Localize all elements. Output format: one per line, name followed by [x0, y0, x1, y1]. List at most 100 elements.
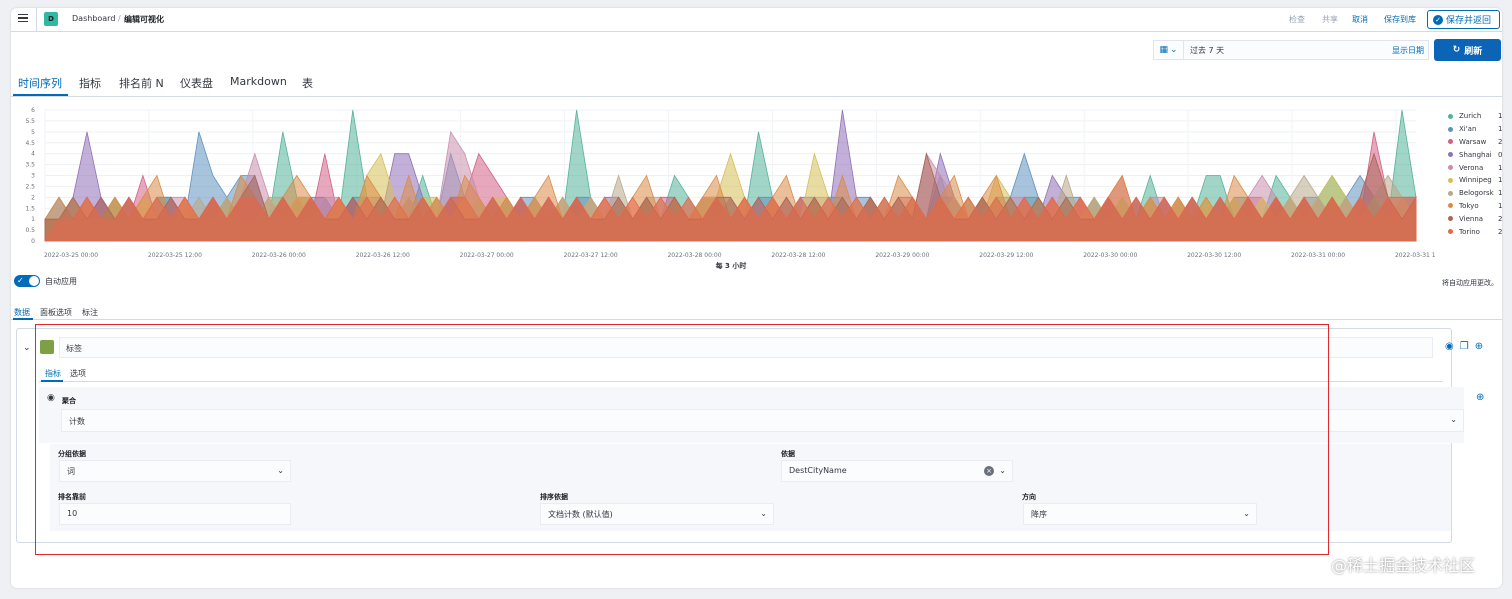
y-tick-label: 3 — [31, 173, 35, 180]
aggregation-select[interactable]: 计数 ⌄ — [61, 409, 1464, 432]
breadcrumb-dashboard[interactable]: Dashboard — [72, 14, 116, 23]
collapse-chevron-icon[interactable]: ⌄ — [23, 343, 31, 353]
y-tick-label: 2 — [31, 194, 35, 201]
group-by-value: 词 — [67, 467, 75, 476]
tab-markdown[interactable]: Markdown — [230, 75, 287, 88]
chevron-down-icon: ⌄ — [1169, 45, 1178, 55]
time-series-chart: 6 5.5 5 4.5 4 3.5 3 2.5 2 1.5 1 0.5 0 2022-03-25 00:0… — [25, 107, 1436, 270]
legend-value: 1 — [1498, 176, 1502, 185]
legend-dot — [1448, 216, 1453, 222]
order-by-value: 文档计数 (默认值) — [548, 510, 613, 519]
tab-panel-options[interactable]: 面板选项 — [40, 308, 72, 317]
x-tick-label: 2022-03-25 00:00 — [44, 252, 98, 259]
y-tick-label: 4 — [31, 151, 35, 158]
auto-apply-label: 自动应用 — [45, 276, 77, 286]
series-color-swatch[interactable] — [40, 340, 54, 354]
series-label-input[interactable]: 标签 — [59, 337, 1433, 358]
calendar-quick-menu-button[interactable]: ▦ ⌄ — [1154, 41, 1184, 59]
date-range-text[interactable]: 过去 7 天 — [1190, 46, 1225, 55]
y-tick-label: 1 — [31, 216, 35, 223]
order-by-select[interactable]: 文档计数 (默认值) ⌄ — [540, 503, 774, 525]
breadcrumb-current: 编辑可视化 — [124, 15, 164, 24]
legend-dot — [1448, 177, 1453, 183]
legend-value: 1 — [1498, 112, 1502, 121]
active-tab-indicator — [13, 318, 33, 320]
breadcrumb-separator: / — [118, 14, 121, 23]
tab-options[interactable]: 选项 — [70, 369, 86, 378]
by-label: 依据 — [781, 450, 795, 458]
legend-label: Winnipeg — [1459, 176, 1492, 185]
y-tick-label: 4.5 — [25, 140, 35, 147]
menu-icon[interactable] — [18, 14, 28, 22]
by-field-select[interactable]: DestCityName × ⌄ — [781, 460, 1013, 482]
eye-icon[interactable]: ◉ — [1445, 341, 1454, 352]
active-tab-indicator — [13, 94, 68, 96]
clone-icon[interactable]: ❐ — [1459, 341, 1469, 352]
legend-item[interactable]: Warsaw 2 — [1448, 136, 1502, 149]
legend-item[interactable]: Vienna 2 — [1448, 212, 1502, 225]
legend-label: Warsaw — [1459, 137, 1487, 146]
date-picker[interactable]: ▦ ⌄ 过去 7 天 显示日期 — [1153, 40, 1429, 60]
tab-top-n[interactable]: 排名前 N — [119, 77, 164, 90]
legend-label: Zurich — [1459, 112, 1482, 121]
legend-item[interactable]: Zurich 1 — [1448, 110, 1502, 123]
x-tick-label: 2022-03-31 00:00 — [1291, 252, 1345, 259]
legend-item[interactable]: Shanghai 0 — [1448, 148, 1502, 161]
legend-item[interactable]: Xi'an 1 — [1448, 123, 1502, 136]
x-tick-label: 2022-03-28 00:00 — [667, 252, 721, 259]
aggregation-value: 计数 — [69, 417, 85, 426]
group-by-select[interactable]: 词 ⌄ — [59, 460, 291, 482]
save-to-library-button[interactable]: 保存到库 — [1384, 15, 1416, 24]
tab-table[interactable]: 表 — [302, 77, 313, 90]
tab-metric[interactable]: 指标 — [79, 77, 101, 90]
x-tick-label: 2022-03-26 12:00 — [356, 252, 410, 259]
legend-value: 1 — [1498, 163, 1502, 172]
space-avatar[interactable]: D — [44, 12, 58, 26]
order-by-label: 排序依据 — [540, 493, 568, 501]
save-and-return-label: 保存并返回 — [1446, 16, 1492, 26]
show-dates-link[interactable]: 显示日期 — [1392, 46, 1424, 55]
x-axis-label: 每 3 小时 — [716, 261, 747, 270]
y-tick-label: 0 — [31, 238, 35, 245]
calendar-icon: ▦ — [1159, 45, 1168, 55]
cancel-button[interactable]: 取消 — [1352, 15, 1368, 24]
legend-value: 0 — [1498, 150, 1502, 159]
refresh-button[interactable]: ↻ 刷新 — [1434, 39, 1501, 61]
direction-select[interactable]: 降序 ⌄ — [1023, 503, 1257, 525]
legend-value: 2 — [1498, 227, 1502, 236]
tab-gauge[interactable]: 仪表盘 — [180, 77, 213, 90]
save-and-return-button[interactable]: ✓ 保存并返回 — [1427, 10, 1500, 29]
series-inner-tabs: 指标 选项 — [39, 365, 1443, 382]
add-series-icon[interactable]: ⊕ — [1474, 341, 1484, 352]
legend-dot — [1448, 165, 1453, 171]
eye-icon[interactable]: ◉ — [47, 393, 55, 403]
legend-label: Tokyo — [1459, 201, 1479, 210]
legend-item[interactable]: Verona 1 — [1448, 161, 1502, 174]
auto-apply-toggle[interactable]: ✓ — [14, 275, 40, 287]
legend-item[interactable]: Torino 2 — [1448, 225, 1502, 238]
y-tick-label: 5 — [31, 129, 35, 136]
x-tick-label: 2022-03-25 12:00 — [148, 252, 202, 259]
legend-item[interactable]: Tokyo 1 — [1448, 200, 1502, 213]
divider — [36, 8, 37, 32]
x-tick-label: 2022-03-30 00:00 — [1083, 252, 1137, 259]
highlight-annotation-box — [35, 324, 1329, 555]
legend-item[interactable]: Winnipeg 1 — [1448, 174, 1502, 187]
clear-icon[interactable]: × — [984, 466, 994, 476]
add-metric-icon[interactable]: ⊕ — [1476, 392, 1485, 403]
tab-annotations[interactable]: 标注 — [82, 308, 98, 317]
tab-time-series[interactable]: 时间序列 — [18, 77, 62, 90]
legend-item[interactable]: Belogorsk 1 — [1448, 187, 1502, 200]
x-tick-label: 2022-03-27 12:00 — [564, 252, 618, 259]
y-tick-label: 3.5 — [25, 162, 35, 169]
legend-label: Verona — [1459, 163, 1484, 172]
tab-data[interactable]: 数据 — [14, 308, 30, 317]
share-button[interactable]: 共享 — [1322, 15, 1338, 24]
legend-dot — [1448, 126, 1453, 132]
active-tab-indicator — [41, 380, 63, 382]
top-n-input[interactable]: 10 — [59, 503, 291, 525]
tab-metrics[interactable]: 指标 — [45, 369, 61, 378]
check-icon: ✓ — [1433, 14, 1443, 25]
inspect-button[interactable]: 检查 — [1289, 15, 1305, 24]
x-tick-label: 2022-03-26 00:00 — [252, 252, 306, 259]
